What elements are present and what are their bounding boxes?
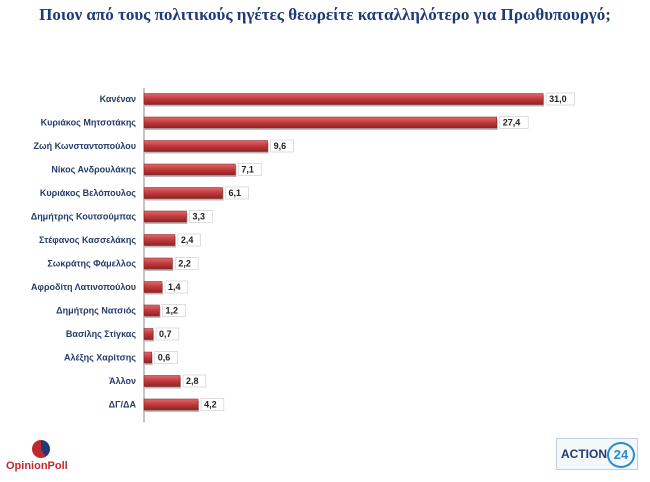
bar bbox=[143, 351, 152, 364]
category-label: Κυριάκος Μητσοτάκης bbox=[41, 118, 137, 128]
chart-title: Ποιον από τους πολιτικούς ηγέτες θεωρείτ… bbox=[39, 5, 611, 24]
value-label: 2,4 bbox=[181, 235, 194, 245]
value-label: 3,3 bbox=[192, 212, 205, 222]
category-label: Στέφανος Κασσελάκης bbox=[39, 235, 136, 245]
category-label: Δημήτρης Νατσιός bbox=[56, 306, 136, 316]
value-label: 2,2 bbox=[178, 259, 191, 269]
value-label: 1,4 bbox=[168, 282, 181, 292]
value-label-box bbox=[175, 257, 199, 270]
category-label: Σωκράτης Φάμελλος bbox=[47, 259, 136, 269]
value-label: 4,2 bbox=[204, 400, 217, 410]
bar bbox=[143, 210, 187, 223]
value-label: 0,6 bbox=[158, 353, 171, 363]
action24-logo-text: ACTION bbox=[561, 447, 607, 461]
value-label: 9,6 bbox=[274, 141, 287, 151]
bar bbox=[143, 398, 199, 411]
value-label: 2,8 bbox=[186, 376, 199, 386]
value-label-box bbox=[177, 233, 201, 247]
bar bbox=[143, 304, 160, 317]
action24-logo-number: 24 bbox=[607, 442, 635, 468]
value-label: 7,1 bbox=[241, 165, 254, 175]
category-label: Βασίλης Στίγκας bbox=[66, 329, 136, 339]
opinionpoll-logo: OpinionPoll bbox=[6, 440, 96, 478]
value-label-box bbox=[238, 163, 262, 176]
bar bbox=[143, 93, 544, 105]
bar bbox=[143, 234, 176, 246]
category-label: Άλλον bbox=[109, 376, 136, 386]
category-label: Δημήτρης Κουτσούμπας bbox=[31, 212, 137, 222]
value-label-box bbox=[182, 374, 207, 388]
value-label-box bbox=[545, 92, 575, 106]
value-label-box bbox=[270, 139, 294, 153]
bar bbox=[143, 257, 173, 270]
bar bbox=[143, 187, 223, 199]
category-label: Αλέξης Χαρίτσης bbox=[64, 353, 136, 363]
category-label: Αφροδίτη Λατινοπούλου bbox=[31, 282, 136, 292]
value-label: 6,1 bbox=[229, 188, 242, 198]
bar bbox=[143, 328, 154, 340]
value-label-box bbox=[189, 210, 213, 223]
value-label-box bbox=[164, 280, 189, 294]
value-label-box bbox=[200, 398, 225, 411]
category-label: Κανέναν bbox=[100, 94, 136, 104]
bar bbox=[143, 281, 163, 293]
category-label: Κυριάκος Βελόπουλος bbox=[40, 188, 136, 198]
value-label-box bbox=[225, 186, 249, 200]
bar bbox=[143, 140, 268, 152]
category-label: Νίκος Ανδρουλάκης bbox=[51, 165, 136, 175]
value-label-box bbox=[154, 351, 178, 364]
value-label-box bbox=[499, 116, 529, 129]
opinionpoll-logo-icon bbox=[32, 440, 50, 458]
category-label: ΔΓ/ΔΑ bbox=[109, 400, 137, 410]
action24-logo: ACTION 24 bbox=[556, 438, 638, 470]
value-label: 31,0 bbox=[549, 94, 567, 104]
value-label-box bbox=[162, 304, 186, 317]
opinionpoll-logo-text: OpinionPoll bbox=[6, 460, 68, 472]
bar bbox=[143, 116, 498, 129]
bar bbox=[143, 375, 181, 387]
value-label: 27,4 bbox=[503, 118, 521, 128]
bar bbox=[143, 163, 236, 176]
value-label-box bbox=[155, 327, 180, 341]
value-label: 0,7 bbox=[159, 329, 172, 339]
category-label: Ζωή Κωνσταντοπούλου bbox=[34, 141, 136, 151]
value-label: 1,2 bbox=[165, 306, 178, 316]
bars-group: Κανέναν 31,0 Κυριάκος Μητσοτάκης 27,4 Ζωή Κω… bbox=[31, 92, 575, 412]
